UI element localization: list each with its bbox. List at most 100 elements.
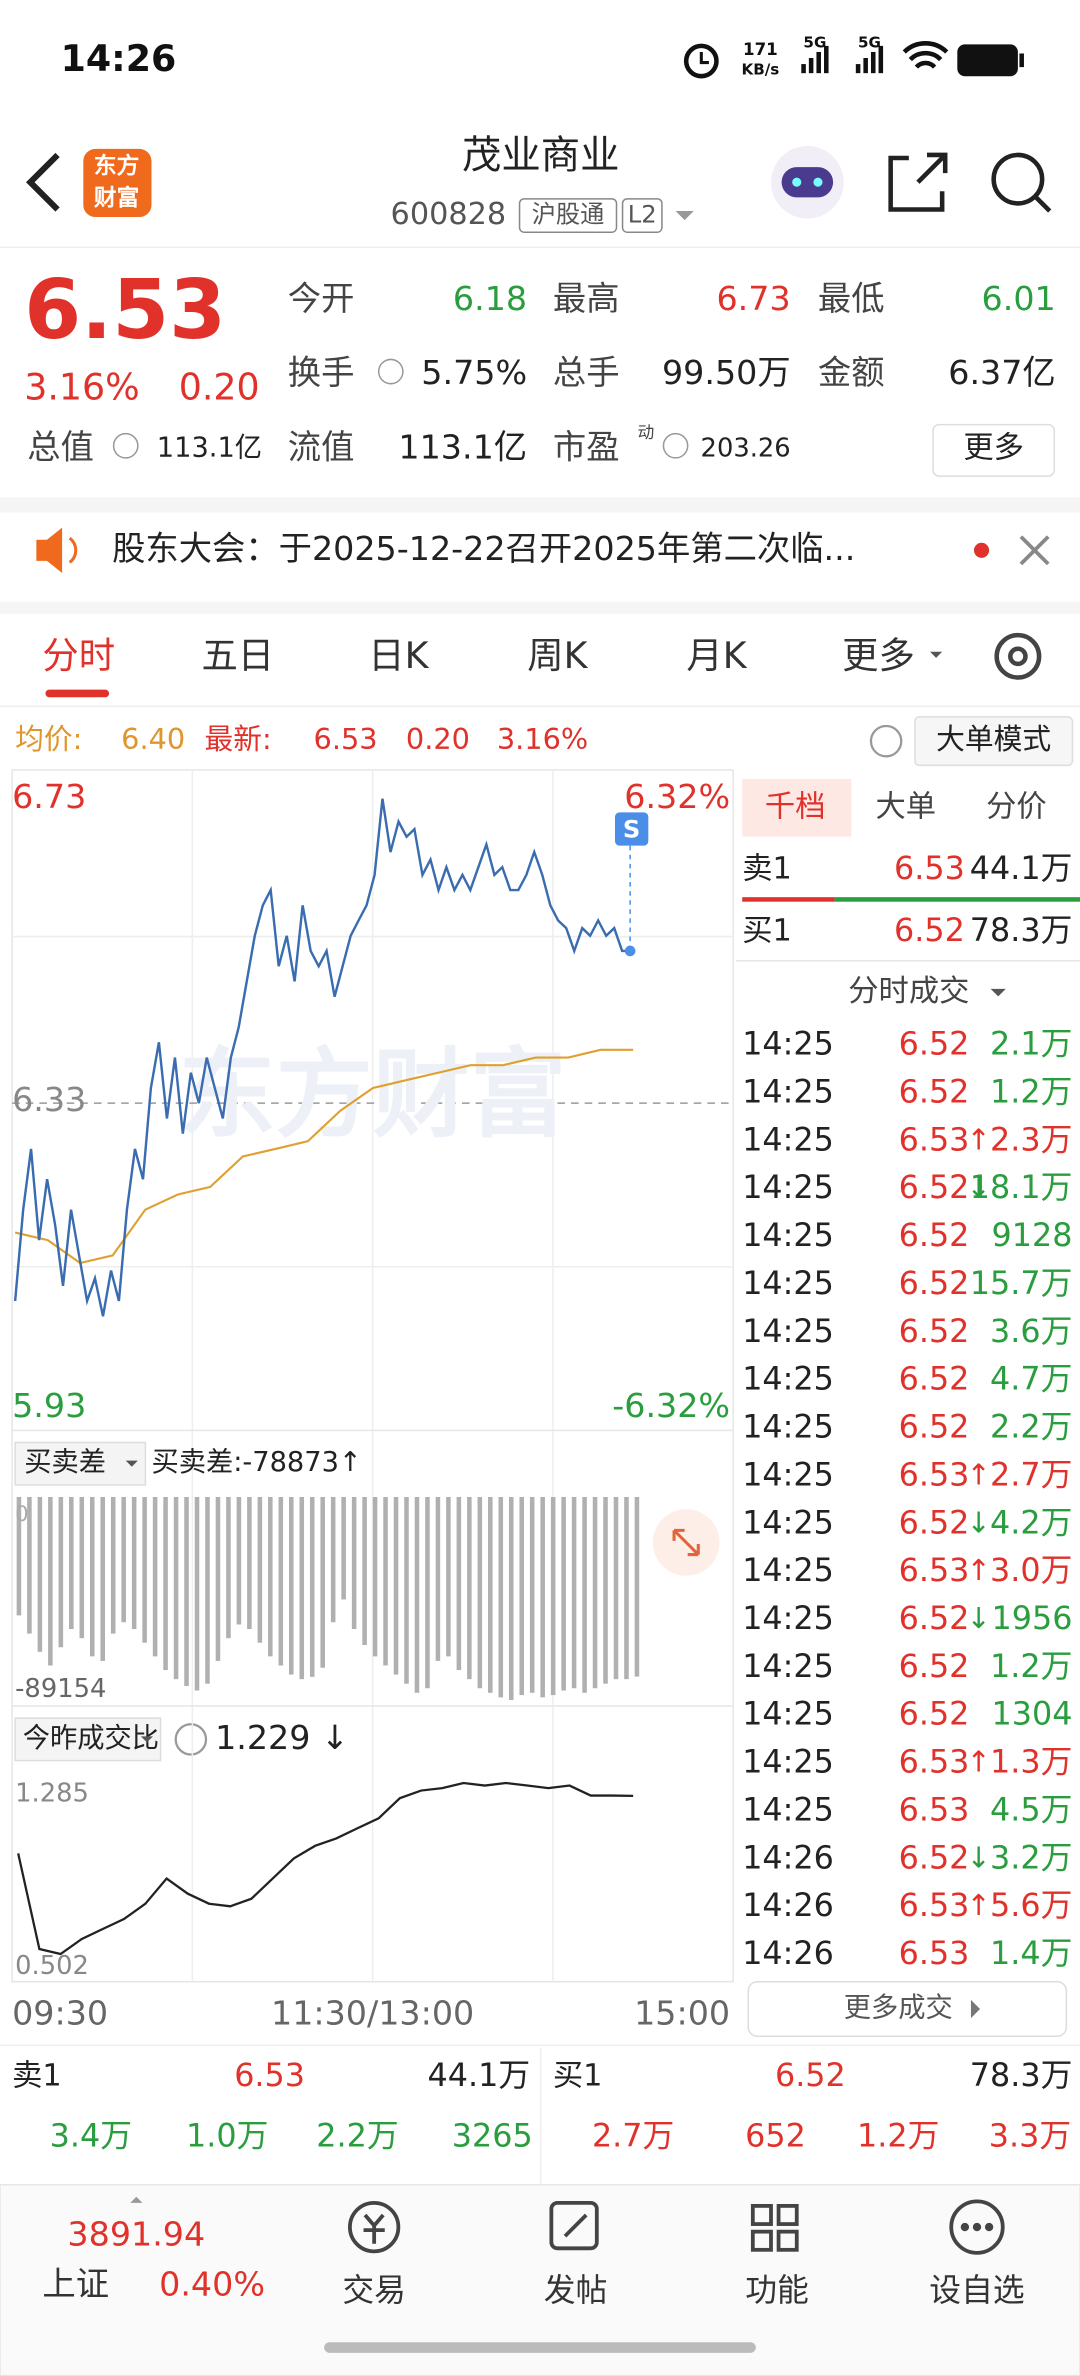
help-icon[interactable] <box>869 724 903 758</box>
diff-bar <box>435 1497 441 1661</box>
assistant-icon[interactable] <box>792 177 802 187</box>
logo <box>83 148 152 218</box>
tag-box <box>621 198 663 233</box>
help-icon[interactable] <box>174 1723 208 1756</box>
search-icon[interactable] <box>1034 195 1052 213</box>
speaker-icon <box>36 527 78 574</box>
trade-time: 14:25 <box>742 1791 834 1828</box>
help-icon[interactable] <box>869 724 903 758</box>
nav-item[interactable]: 发帖 <box>544 2272 608 2309</box>
expand-button[interactable] <box>652 1509 720 1576</box>
search-icon[interactable] <box>991 152 1045 206</box>
trade-time: 14:26 <box>742 1839 834 1876</box>
diff-bar <box>456 1497 462 1671</box>
x-label: 11:30/13:00 <box>271 1994 474 2033</box>
tab[interactable]: 日K <box>368 634 429 677</box>
diff-bar <box>289 1497 294 1675</box>
trade-volume: 3.2万 <box>990 1839 1072 1876</box>
buy-bar <box>834 897 1080 902</box>
pct-label: -6.32% <box>612 1386 730 1425</box>
nav-item[interactable]: 设自选 <box>929 2272 1024 2309</box>
tab[interactable]: 分时 <box>42 634 115 677</box>
mode-button[interactable] <box>914 716 1074 767</box>
back-button[interactable] <box>26 152 60 212</box>
diff-bar <box>550 1497 556 1696</box>
last-point <box>624 945 636 957</box>
tag: 沪股通 <box>532 201 605 229</box>
mode-label: 大单模式 <box>936 722 1051 756</box>
assistant-icon[interactable] <box>813 177 823 187</box>
nav-icons <box>776 2204 799 2226</box>
diff-bar <box>529 1497 535 1693</box>
settings-icon[interactable] <box>994 632 1042 680</box>
more-button[interactable] <box>932 423 1056 477</box>
book-tab-active[interactable] <box>742 779 852 837</box>
last-price: 6.53 <box>24 263 226 358</box>
diff-bar <box>215 1497 221 1661</box>
more-trades-button[interactable] <box>747 1980 1068 2038</box>
trade-price: 6.52 <box>899 1026 970 1063</box>
book-tab[interactable]: 千档 <box>765 789 826 824</box>
book-side: 卖1 <box>742 851 792 886</box>
trade-arrow: ↑ <box>966 1553 990 1587</box>
trade-volume: 4.5万 <box>990 1791 1072 1828</box>
index-value[interactable]: 3891.94 <box>67 2215 205 2254</box>
assistant-icon[interactable] <box>770 145 844 219</box>
share-icon[interactable] <box>888 152 948 212</box>
trades-title: 分时成交 <box>848 974 969 1009</box>
share-icon[interactable] <box>888 152 948 212</box>
latest-pct: 3.16% <box>497 722 588 756</box>
trade-price: 6.52 <box>899 1504 970 1541</box>
diff-selector[interactable] <box>14 1441 147 1486</box>
tab[interactable]: 月K <box>686 634 747 677</box>
tab[interactable]: 周K <box>527 634 588 677</box>
status-icons <box>1019 53 1024 68</box>
tab[interactable]: 五日 <box>201 634 274 677</box>
close-notice[interactable] <box>1019 535 1050 566</box>
ratio-value: 1.229 ↓ <box>215 1718 349 1757</box>
more-arrow <box>970 1999 981 2019</box>
ratio-selector[interactable] <box>14 1717 162 1762</box>
settings-icon[interactable] <box>1008 646 1028 667</box>
nav-item[interactable]: 交易 <box>342 2272 406 2309</box>
sell-bar <box>742 897 835 902</box>
avg-value: 6.40 <box>121 722 185 756</box>
back-button[interactable] <box>26 152 60 212</box>
diff-bar <box>414 1497 420 1693</box>
close-notice[interactable] <box>1019 535 1050 566</box>
superscript: 动 <box>638 423 655 442</box>
book-volume: 44.1万 <box>428 2057 531 2094</box>
speaker-icon <box>68 536 78 564</box>
diff-bar <box>194 1497 200 1691</box>
nav-item[interactable]: 功能 <box>745 2272 809 2309</box>
field-value: 113.1亿 <box>157 432 262 463</box>
field-label: 流值 <box>288 427 355 466</box>
settings-icon[interactable] <box>994 632 1042 680</box>
field-value: 99.50万 <box>662 353 791 392</box>
diff-bar <box>341 1497 346 1600</box>
search-icon[interactable] <box>991 152 1052 213</box>
x-label: 09:30 <box>12 1994 108 2033</box>
trade-price: 6.53 <box>899 1744 970 1781</box>
trade-price: 6.53 <box>899 1121 970 1158</box>
trade-arrow: ↑ <box>966 1122 990 1156</box>
nav-icons <box>984 2222 994 2232</box>
price-line <box>13 798 631 1317</box>
trade-volume: 1.2万 <box>990 1073 1072 1110</box>
diff-bar <box>226 1497 231 1639</box>
book-tab[interactable]: 大单 <box>876 789 937 824</box>
expand-button[interactable] <box>672 1528 700 1557</box>
speaker-icon <box>36 527 63 574</box>
tab[interactable]: 更多 <box>842 634 915 677</box>
diff-bar <box>27 1497 32 1634</box>
book-tab[interactable]: 分价 <box>986 789 1047 824</box>
assistant-icon[interactable] <box>781 167 834 198</box>
book-side: 买1 <box>742 914 792 949</box>
nav-icons <box>776 2229 799 2252</box>
nav-icons <box>750 2204 773 2226</box>
trade-time: 14:25 <box>742 1409 834 1446</box>
trade-volume: 2.1万 <box>990 1026 1072 1063</box>
trade-arrow: ↓ <box>966 1170 990 1204</box>
